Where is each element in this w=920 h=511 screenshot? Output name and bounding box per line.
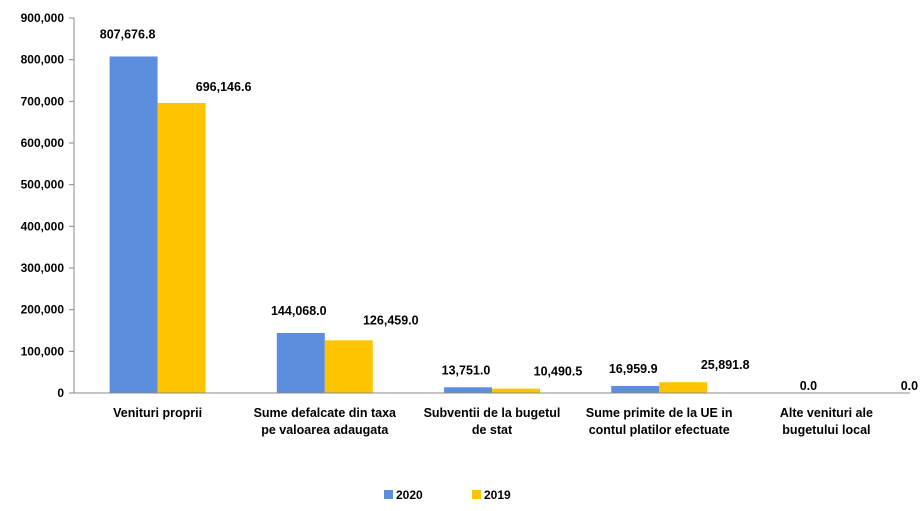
- bar-2019: [157, 102, 206, 394]
- y-tick-label: 700,000: [21, 94, 65, 108]
- y-tick-label: 100,000: [21, 344, 65, 358]
- bar-2019: [659, 382, 708, 393]
- y-tick-label: 800,000: [21, 53, 65, 67]
- bar-2019: [324, 340, 373, 393]
- bar-2019: [492, 388, 540, 393]
- data-label-2019: 126,459.0: [363, 313, 419, 327]
- data-label-2020: 13,751.0: [442, 363, 491, 377]
- data-label-2020: 807,676.8: [100, 27, 156, 41]
- legend: 2020 2019: [384, 488, 511, 502]
- y-tick-label: 300,000: [21, 261, 65, 275]
- bar-2020: [109, 56, 158, 394]
- legend-swatch-2019: [472, 490, 481, 499]
- y-tick-label: 600,000: [21, 136, 65, 150]
- y-tick-label: 0: [57, 386, 64, 400]
- x-tick-label: contul platilor efectuate: [589, 423, 730, 437]
- data-label-2019: 696,146.6: [196, 80, 252, 94]
- bars: [109, 56, 708, 394]
- y-tick-label: 900,000: [21, 11, 65, 25]
- y-axis: 0 100,000 200,000 300,000 400,000 500,000 600,…: [21, 11, 75, 400]
- x-tick-label: bugetului local: [782, 423, 870, 437]
- data-label-2019: 25,891.8: [701, 358, 750, 372]
- data-label-2019: 0.0: [901, 379, 918, 393]
- x-tick-label: Alte venituri ale: [780, 406, 873, 420]
- x-tick-label: pe valoarea adaugata: [261, 423, 389, 437]
- x-tick-label: de stat: [472, 423, 513, 437]
- bar-2020: [276, 332, 325, 393]
- bar-2020: [444, 387, 492, 393]
- y-tick-label: 500,000: [21, 178, 65, 192]
- legend-label-2020: 2020: [396, 488, 423, 502]
- data-label-2020: 144,068.0: [271, 304, 327, 318]
- y-tick-label: 400,000: [21, 219, 65, 233]
- data-labels: 807,676.8 696,146.6 144,068.0 126,459.0 13,7…: [100, 27, 918, 393]
- legend-swatch-2020: [384, 490, 393, 499]
- data-label-2019: 10,490.5: [534, 365, 583, 379]
- legend-label-2019: 2019: [484, 488, 511, 502]
- data-label-2020: 16,959.9: [609, 362, 658, 376]
- x-tick-label: Sume primite de la UE in: [586, 406, 733, 420]
- x-tick-label: Subventii de la bugetul: [424, 406, 561, 420]
- y-tick-label: 200,000: [21, 303, 65, 317]
- x-tick-label: Venituri proprii: [113, 406, 202, 420]
- bar-2020: [611, 385, 660, 393]
- x-axis: Venituri proprii Sume defalcate din taxa p…: [74, 392, 910, 437]
- data-label-2020: 0.0: [800, 379, 817, 393]
- x-tick-label: Sume defalcate din taxa: [254, 406, 397, 420]
